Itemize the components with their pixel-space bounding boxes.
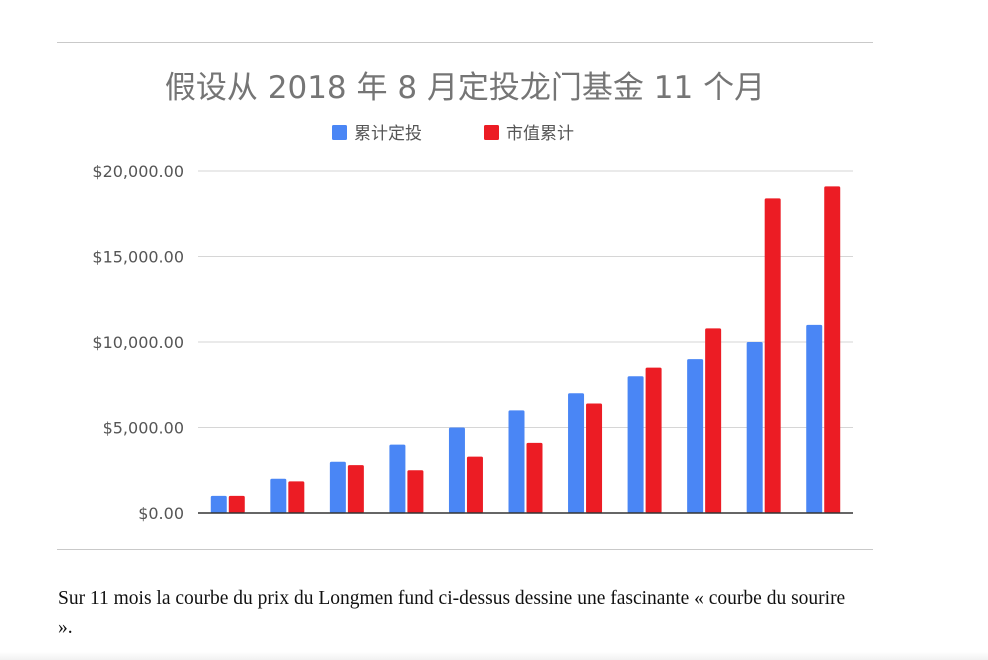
bar-chart: 假设从 2018 年 8 月定投龙门基金 11 个月 累计定投 市值累计 $0.0… [0, 0, 988, 560]
bar-market-value-3 [348, 465, 364, 513]
bar-market-value-5 [467, 457, 483, 513]
legend-swatch [484, 125, 499, 140]
page-bottom-edge [0, 652, 988, 660]
legend-label: 累计定投 [354, 124, 422, 144]
chart-title: 假设从 2018 年 8 月定投龙门基金 11 个月 [165, 70, 765, 106]
bar-cumulative-invested-3 [330, 462, 346, 513]
bar-cumulative-invested-1 [211, 496, 227, 513]
bar-cumulative-invested-7 [568, 393, 584, 513]
bar-cumulative-invested-6 [509, 410, 525, 513]
legend-label: 市值累计 [506, 124, 574, 144]
bar-cumulative-invested-8 [628, 376, 644, 513]
bar-cumulative-invested-10 [747, 342, 763, 513]
bar-market-value-9 [705, 328, 721, 513]
bar-market-value-6 [527, 443, 543, 513]
y-tick-label: $10,000.00 [92, 333, 184, 352]
bar-market-value-8 [646, 368, 662, 513]
y-tick-label: $20,000.00 [92, 162, 184, 181]
bar-market-value-7 [586, 404, 602, 513]
y-tick-label: $15,000.00 [92, 248, 184, 267]
bar-market-value-4 [407, 470, 423, 513]
bar-cumulative-invested-11 [806, 325, 822, 513]
bar-cumulative-invested-4 [389, 445, 405, 513]
bar-cumulative-invested-5 [449, 428, 465, 514]
caption-text: Sur 11 mois la courbe du prix du Longmen… [58, 584, 858, 642]
legend-swatch [332, 125, 347, 140]
bar-cumulative-invested-9 [687, 359, 703, 513]
y-tick-label: $0.00 [138, 504, 184, 523]
bar-market-value-11 [824, 186, 840, 513]
bar-market-value-1 [229, 496, 245, 513]
y-axis: $0.00 $5,000.00 $10,000.00 $15,000.00 $20,00… [92, 162, 184, 523]
y-tick-label: $5,000.00 [103, 419, 184, 438]
bar-market-value-10 [765, 198, 781, 513]
bar-cumulative-invested-2 [270, 479, 286, 513]
bars [211, 186, 840, 513]
legend: 累计定投 市值累计 [332, 124, 574, 144]
bar-market-value-2 [288, 481, 304, 513]
